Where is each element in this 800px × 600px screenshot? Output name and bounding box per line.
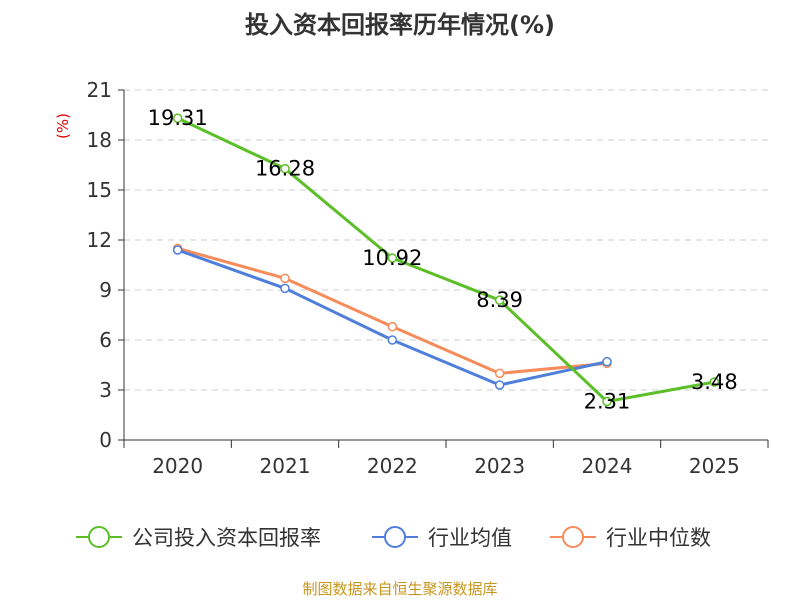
chart-title: 投入资本回报率历年情况(%) bbox=[245, 11, 555, 39]
data-labels: 19.31 16.28 10.92 8.39 2.31 3.48 bbox=[148, 106, 738, 413]
y-tick-label: 15 bbox=[87, 178, 112, 202]
x-tick-label: 2024 bbox=[582, 454, 633, 478]
grid-lines bbox=[124, 89, 768, 391]
x-tick-label: 2022 bbox=[367, 454, 418, 478]
data-label: 3.48 bbox=[691, 370, 738, 394]
data-point bbox=[494, 295, 505, 305]
axes: 0 3 6 9 12 15 18 21 2020 2021 2022 2023 2024 2025 bbox=[87, 78, 769, 478]
data-point bbox=[280, 163, 290, 174]
data-point bbox=[602, 356, 612, 367]
data-label: 10.92 bbox=[362, 246, 422, 270]
x-tick-label: 2020 bbox=[152, 454, 203, 478]
y-tick-label: 18 bbox=[87, 128, 112, 152]
y-axis-unit: (%) bbox=[54, 113, 72, 139]
data-label: 19.31 bbox=[148, 106, 208, 130]
series-layer bbox=[172, 113, 720, 407]
legend-marker bbox=[88, 526, 110, 548]
data-point bbox=[494, 368, 505, 379]
data-point bbox=[387, 335, 398, 345]
legend[interactable]: 公司投入资本回报率 行业均值 行业中位数 bbox=[76, 526, 711, 550]
x-tick-label: 2021 bbox=[260, 454, 311, 478]
data-label: 16.28 bbox=[255, 157, 315, 181]
legend-label: 行业均值 bbox=[428, 526, 512, 550]
data-label: 8.39 bbox=[476, 288, 523, 312]
legend-item-1[interactable]: 行业均值 bbox=[372, 526, 512, 550]
data-point bbox=[602, 396, 612, 407]
legend-marker bbox=[562, 526, 584, 548]
legend-item-0[interactable]: 公司投入资本回报率 bbox=[76, 526, 321, 550]
data-point bbox=[494, 380, 505, 390]
series-line-1 bbox=[177, 248, 608, 387]
legend-label: 公司投入资本回报率 bbox=[132, 526, 321, 550]
data-point bbox=[280, 273, 290, 284]
y-tick-label: 6 bbox=[99, 328, 112, 352]
data-point bbox=[387, 253, 398, 263]
y-tick-label: 9 bbox=[99, 278, 112, 302]
data-label: 2.31 bbox=[584, 390, 631, 414]
y-tick-label: 0 bbox=[99, 428, 112, 452]
y-tick-label: 3 bbox=[99, 378, 112, 402]
y-tick-label: 12 bbox=[87, 228, 112, 252]
x-tick-label: 2023 bbox=[474, 454, 525, 478]
legend-marker bbox=[384, 526, 406, 548]
series-line-0 bbox=[177, 116, 715, 403]
y-tick-label: 21 bbox=[87, 78, 112, 102]
data-point bbox=[172, 113, 183, 123]
legend-item-2[interactable]: 行业中位数 bbox=[550, 526, 711, 550]
x-tick-label: 2025 bbox=[689, 454, 740, 478]
source-note: 制图数据来自恒生聚源数据库 bbox=[302, 580, 497, 598]
legend-label: 行业中位数 bbox=[606, 526, 711, 550]
data-point bbox=[172, 245, 183, 255]
data-point bbox=[387, 321, 398, 332]
data-point bbox=[709, 377, 720, 387]
data-point bbox=[280, 283, 290, 294]
